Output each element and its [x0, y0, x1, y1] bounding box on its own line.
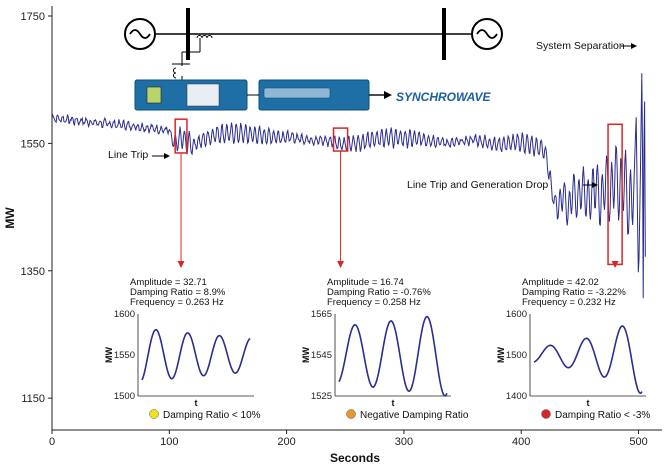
arrow-down-icon [611, 261, 619, 268]
arrow-right-icon [164, 153, 170, 159]
annotation-line-trip: Line Trip [108, 149, 170, 161]
y-tick-label: 1750 [21, 11, 45, 23]
mini-series-line [533, 325, 643, 395]
mini-x-label: t [392, 398, 395, 408]
event-damping-text: Damping Ratio = 8.9% [130, 287, 226, 298]
mini-y-tick-label: 1500 [114, 391, 135, 402]
series-line [51, 73, 646, 299]
annotation-line-trip-gen-drop-label: Line Trip and Generation Drop [407, 179, 548, 191]
event-damping-text: Damping Ratio = -3.22% [522, 287, 626, 298]
x-tick-label: 500 [629, 436, 647, 448]
event-frequency-text: Frequency = 0.232 Hz [522, 297, 616, 308]
sine-wave-left-icon [129, 29, 151, 39]
annotation-line-trip-label: Line Trip [108, 149, 148, 161]
mini-y-tick-label: 1565 [311, 309, 332, 320]
event-amplitude-text: Amplitude = 42.02 [522, 277, 599, 288]
generator-right-icon [471, 18, 503, 50]
mini-x-label: t [195, 398, 198, 408]
mini-y-tick-label: 1600 [506, 309, 527, 320]
arrow-right-icon [631, 43, 637, 49]
annotation-system-separation-label: System Separation [536, 40, 625, 52]
mini-series-line [141, 329, 251, 381]
event-damping-text: Damping Ratio = -0.76% [327, 287, 431, 298]
synchrowave-logo: SYNCHROWAVE [396, 90, 491, 104]
mini-y-tick-label: 1525 [311, 391, 332, 402]
x-tick-label: 0 [49, 436, 55, 448]
legend-dot [149, 409, 159, 419]
sine-wave-right-icon [476, 29, 498, 39]
arrow-down-icon [337, 261, 345, 268]
mini-series-line [338, 315, 448, 397]
arrow-right-icon [384, 91, 392, 99]
y-tick-label: 1550 [21, 138, 45, 150]
y-tick-label: 1150 [21, 393, 45, 405]
y-tick-label: 1350 [21, 266, 45, 278]
axis-ticks: 0 100 200 300 400 500 1150 1350 1550 1750 [21, 11, 648, 448]
legend-dot [346, 409, 356, 419]
mini-y-tick-label: 1400 [506, 391, 527, 402]
one-line-diagram: SYNCHROWAVE [124, 8, 503, 111]
annotation-line-trip-gen-drop: Line Trip and Generation Drop [407, 179, 598, 191]
y-axis-label: MW [3, 207, 17, 229]
legend-label: Negative Damping Ratio [360, 410, 469, 421]
mini-y-label: MW [496, 347, 506, 363]
event-amplitude-text: Amplitude = 32.71 [130, 277, 207, 288]
event-frequency-text: Frequency = 0.263 Hz [130, 297, 224, 308]
arrow-right-icon [592, 182, 598, 188]
x-axis-label: Seconds [330, 451, 380, 465]
voltage-transformer-icon [173, 67, 177, 79]
mini-y-tick-label: 1545 [311, 350, 332, 361]
x-tick-label: 100 [160, 436, 178, 448]
mini-y-tick-label: 1550 [114, 350, 135, 361]
mini-x-label: t [587, 398, 590, 408]
x-tick-label: 200 [277, 436, 295, 448]
mini-y-label: MW [301, 347, 311, 363]
event-amplitude-text: Amplitude = 16.74 [327, 277, 404, 288]
x-tick-label: 400 [512, 436, 530, 448]
arrow-down-icon [177, 261, 185, 268]
annotation-system-separation: System Separation [536, 40, 637, 52]
event-frequency-text: Frequency = 0.258 Hz [327, 297, 421, 308]
current-transformer-icon [196, 35, 213, 39]
legend-label: Damping Ratio < -3% [555, 410, 650, 421]
x-tick-label: 300 [395, 436, 413, 448]
mini-y-tick-label: 1500 [506, 350, 527, 361]
mini-y-tick-label: 1600 [114, 309, 135, 320]
legend-dot [541, 409, 551, 419]
mini-y-label: MW [104, 347, 114, 363]
legend-label: Damping Ratio < 10% [163, 410, 261, 421]
